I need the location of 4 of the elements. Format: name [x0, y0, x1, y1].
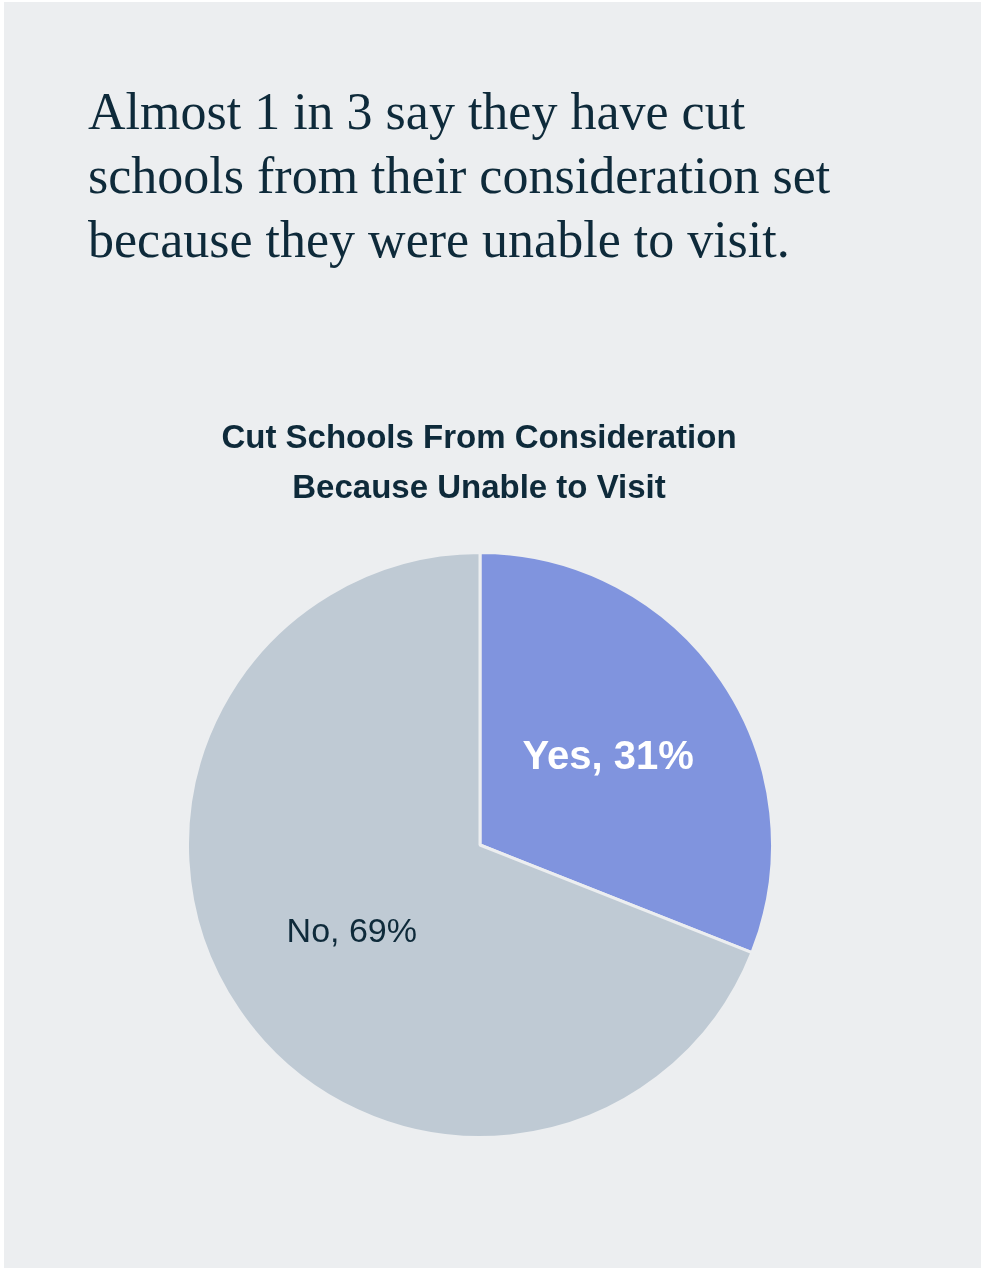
chart-subtitle: Cut Schools From Consideration Because Unable to Visit	[220, 417, 738, 507]
slice-label: No, 69%	[286, 910, 417, 949]
chart-title: Almost 1 in 3 say they have cut schools from their consideration set because they were unable to visit.	[88, 82, 832, 270]
slice-label: Yes, 31%	[522, 732, 694, 777]
